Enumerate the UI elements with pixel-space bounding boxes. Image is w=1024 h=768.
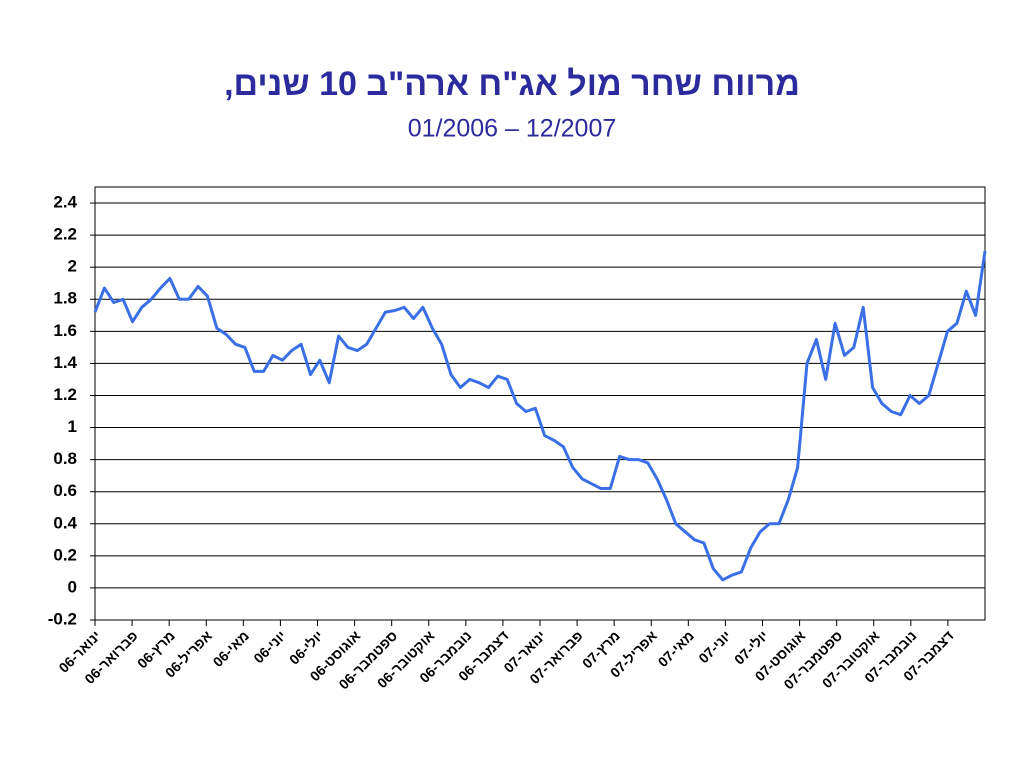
x-tick-label: מאי-07 bbox=[655, 627, 698, 670]
x-tick-label: יוני-07 bbox=[695, 627, 734, 666]
y-tick-label: 0.8 bbox=[53, 449, 77, 468]
y-tick-label: 2.4 bbox=[53, 193, 77, 212]
y-tick-label: 0.2 bbox=[53, 545, 77, 564]
y-tick-label: 0 bbox=[68, 577, 77, 596]
chart-subtitle: 01/2006 – 12/2007 bbox=[408, 115, 617, 143]
y-tick-label: 1 bbox=[68, 417, 77, 436]
x-tick-label: מאי-06 bbox=[210, 627, 253, 670]
y-tick-label: 1.4 bbox=[53, 353, 77, 372]
y-tick-label: -0.2 bbox=[48, 609, 77, 628]
y-tick-label: 1.2 bbox=[53, 385, 77, 404]
y-tick-label: 0.4 bbox=[53, 513, 77, 532]
y-tick-label: 1.8 bbox=[53, 289, 77, 308]
y-tick-label: 2 bbox=[68, 257, 77, 276]
y-tick-label: 1.6 bbox=[53, 321, 77, 340]
y-tick-label: 2.2 bbox=[53, 225, 77, 244]
line-series bbox=[93, 250, 987, 582]
y-tick-label: 0.6 bbox=[53, 481, 77, 500]
x-tick-label: יוני-06 bbox=[250, 627, 289, 666]
plot-frame bbox=[94, 186, 986, 621]
chart-title: מרווח שחר מול אג"ח ארה"ב 10 שנים, bbox=[224, 65, 800, 103]
